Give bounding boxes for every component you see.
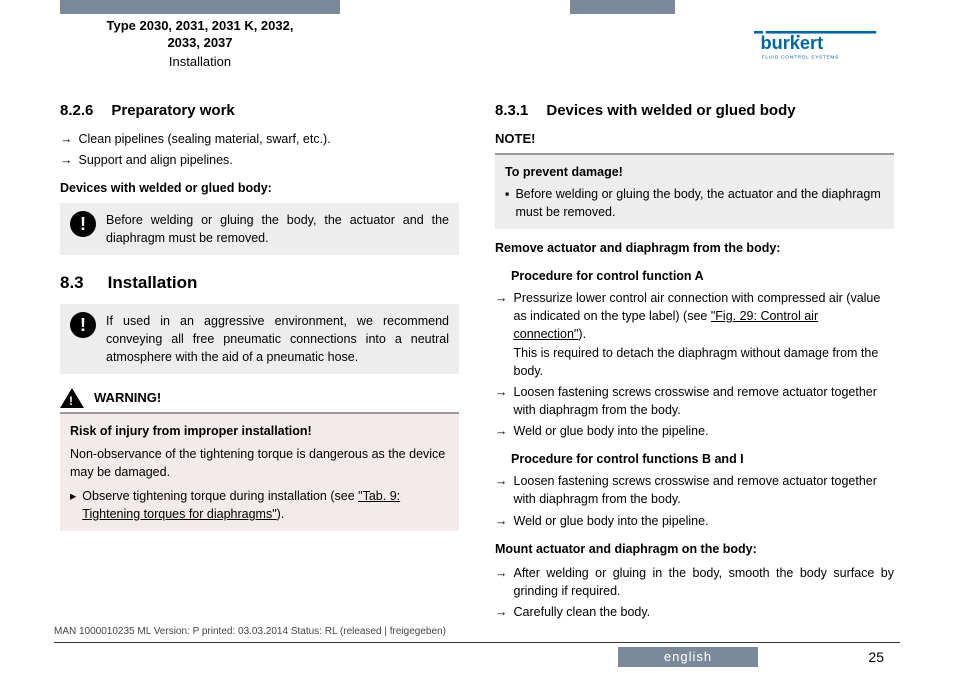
exclamation-icon: ! (70, 312, 96, 338)
arrow-icon: → (60, 151, 73, 169)
notice-text: If used in an aggressive environment, we… (106, 312, 449, 366)
triangle-icon (60, 388, 84, 408)
step-text: Carefully clean the body. (514, 603, 895, 621)
step-line: → Carefully clean the body. (495, 603, 894, 621)
note-heading: To prevent damage! (505, 163, 884, 181)
exclamation-icon: ! (70, 211, 96, 237)
doc-section: Installation (60, 54, 340, 69)
step-text: Support and align pipelines. (79, 151, 460, 169)
notice-box: ! If used in an aggressive environment, … (60, 304, 459, 374)
step-text: After welding or gluing in the body, smo… (514, 564, 895, 600)
step-text: Weld or glue body into the pipeline. (514, 512, 895, 530)
step-line: → Weld or glue body into the pipeline. (495, 422, 894, 440)
bullet-icon: ▸ (70, 487, 76, 523)
heading-num: 8.2.6 (60, 100, 93, 122)
heading-831: 8.3.1 Devices with welded or glued body (495, 100, 894, 122)
heading-num: 8.3 (60, 271, 84, 296)
page-number: 25 (868, 649, 884, 665)
subheading: Devices with welded or glued body: (60, 179, 459, 197)
step-line: →Loosen fastening screws crosswise and r… (495, 383, 894, 419)
notice-box: ! Before welding or gluing the body, the… (60, 203, 459, 255)
arrow-icon: → (495, 383, 508, 419)
heading-num: 8.3.1 (495, 100, 528, 122)
arrow-icon: → (495, 422, 508, 440)
arrow-icon: → (495, 472, 508, 508)
observe-text: Observe tightening torque during install… (82, 487, 449, 523)
arrow-icon: → (495, 603, 508, 621)
left-column: 8.2.6 Preparatory work → Clean pipelines … (60, 100, 459, 628)
arrow-icon: → (495, 512, 508, 530)
note-label: NOTE! (495, 130, 894, 149)
heading-text: Installation (108, 271, 198, 296)
step-line: → Clean pipelines (sealing material, swar… (60, 130, 459, 148)
step-line: → Support and align pipelines. (60, 151, 459, 169)
warning-header: WARNING! (60, 388, 459, 408)
note-bullet: ▪ Before welding or gluing the body, the… (505, 185, 884, 221)
procedure-heading: Procedure for control function A (511, 267, 894, 285)
step-line: →After welding or gluing in the body, sm… (495, 564, 894, 600)
notice-text: Before welding or gluing the body, the a… (106, 211, 449, 247)
heading-83: 8.3 Installation (60, 271, 459, 296)
arrow-icon: → (495, 289, 508, 380)
step-line: →Pressurize lower control air connection… (495, 289, 894, 380)
heading-826: 8.2.6 Preparatory work (60, 100, 459, 122)
page-content: 8.2.6 Preparatory work → Clean pipelines … (60, 100, 894, 628)
bullet-icon: ▪ (505, 185, 509, 221)
step-text: Weld or glue body into the pipeline. (514, 422, 895, 440)
procedure-heading: Procedure for control functions B and I (511, 450, 894, 468)
top-accent-bars (0, 0, 954, 14)
warning-observe: ▸ Observe tightening torque during insta… (70, 487, 449, 523)
heading-text: Devices with welded or glued body (546, 100, 795, 122)
warning-panel: Risk of injury from improper installatio… (60, 412, 459, 531)
heading-text: Preparatory work (111, 100, 234, 122)
arrow-icon: → (60, 130, 73, 148)
step-line: →Loosen fastening screws crosswise and r… (495, 472, 894, 508)
bar-left (60, 0, 340, 14)
subheading: Remove actuator and diaphragm from the b… (495, 239, 894, 257)
burkert-logo: burkert FLUID CONTROL SYSTEMS (754, 18, 884, 71)
doc-type-line2: 2033, 2037 (60, 35, 340, 52)
page-header: Type 2030, 2031, 2031 K, 2032, 2033, 203… (60, 18, 894, 71)
footer-rule (54, 642, 900, 643)
step-line: → Weld or glue body into the pipeline. (495, 512, 894, 530)
footer-metadata: MAN 1000010235 ML Version: P printed: 03… (54, 626, 446, 637)
step-text: Clean pipelines (sealing material, swarf… (79, 130, 460, 148)
step-text: Pressurize lower control air connection … (514, 289, 895, 380)
logo-tagline: FLUID CONTROL SYSTEMS (762, 54, 839, 60)
bar-right (570, 0, 675, 14)
arrow-icon: → (495, 564, 508, 600)
step-text: Loosen fastening screws crosswise and re… (514, 472, 895, 508)
right-column: 8.3.1 Devices with welded or glued body … (495, 100, 894, 628)
warning-label: WARNING! (94, 389, 161, 408)
doc-type-line1: Type 2030, 2031, 2031 K, 2032, (60, 18, 340, 35)
footer-language: english (618, 647, 758, 667)
subheading: Mount actuator and diaphragm on the body… (495, 540, 894, 558)
header-left: Type 2030, 2031, 2031 K, 2032, 2033, 203… (60, 18, 340, 69)
warning-body: Non-observance of the tightening torque … (70, 445, 449, 481)
note-body: Before welding or gluing the body, the a… (515, 185, 884, 221)
step-text: Loosen fastening screws crosswise and re… (514, 383, 895, 419)
warning-risk: Risk of injury from improper installatio… (70, 422, 449, 440)
note-box: To prevent damage! ▪ Before welding or g… (495, 153, 894, 229)
